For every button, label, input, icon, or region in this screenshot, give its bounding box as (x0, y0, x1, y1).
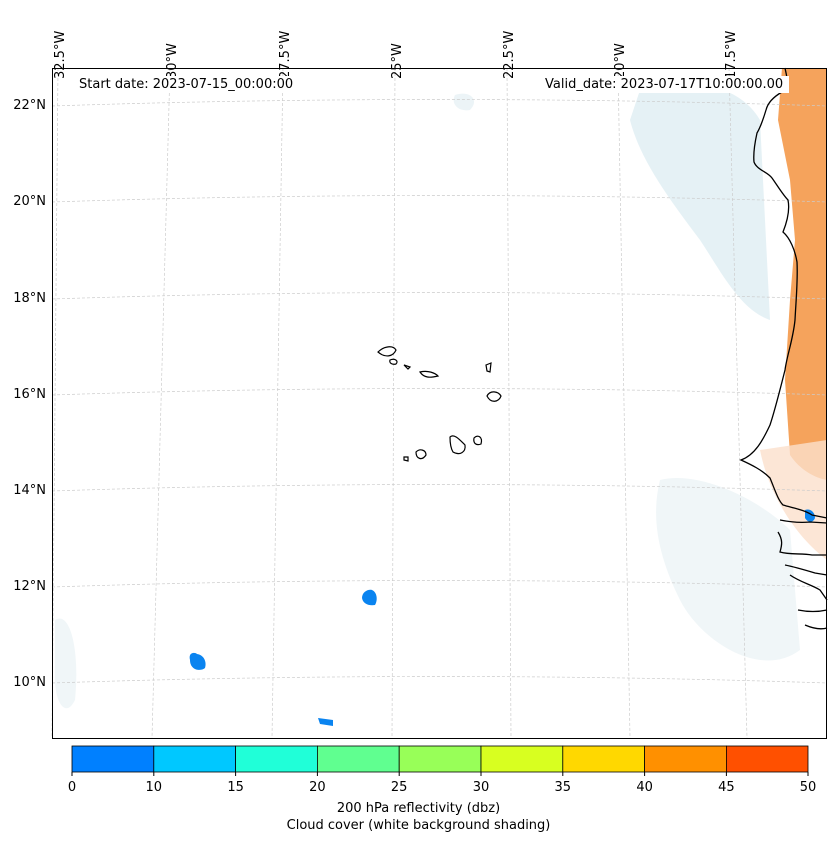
colorbar-tick-30: 30 (472, 780, 490, 795)
lon-label-25w: 25°W (390, 43, 405, 79)
colorbar-segment-1 (153, 745, 237, 773)
colorbar-ticks (71, 772, 809, 776)
lon-label-27.5w: 27.5°W (278, 30, 293, 79)
map-frame (52, 68, 827, 739)
colorbar-tick-10: 10 (145, 780, 163, 795)
lon-label-22.5w: 22.5°W (502, 30, 517, 79)
colorbar-segment-8 (726, 745, 809, 773)
cape-verde-islands (377, 346, 502, 462)
colorbar-tick-50: 50 (799, 780, 817, 795)
coastline (739, 67, 828, 630)
colorbar-tick-20: 20 (309, 780, 326, 795)
colorbar-sublabel: Cloud cover (white background shading) (286, 818, 551, 833)
lat-label-14n: 14°N (13, 483, 46, 498)
colorbar-segment-7 (644, 745, 727, 773)
reflectivity-high-band (778, 68, 827, 480)
colorbar-label: 200 hPa reflectivity (dbz) (336, 801, 501, 816)
lon-label-20w: 20°W (613, 43, 628, 79)
lat-label-18n: 18°N (13, 291, 46, 306)
lon-label-32.5w: 32.5°W (53, 30, 68, 79)
lat-label-10n: 10°N (13, 675, 46, 690)
lon-label-17.5w: 17.5°W (724, 30, 739, 79)
lat-label-12n: 12°N (13, 579, 46, 594)
lat-label-20n: 20°N (13, 194, 46, 209)
colorbar-tick-35: 35 (554, 780, 572, 795)
colorbar-segment-6 (562, 745, 645, 773)
reflectivity-cells (189, 509, 815, 726)
colorbar-segment-3 (316, 745, 400, 773)
colorbar-segment-5 (480, 745, 564, 773)
valid-date-label: Valid_date: 2023-07-17T10:00:00.00 (539, 76, 790, 93)
colorbar-segment-4 (398, 745, 482, 773)
colorbar-tick-40: 40 (636, 780, 653, 795)
gridlines (51, 67, 828, 739)
colorbar-tick-45: 45 (718, 780, 735, 795)
colorbar (71, 745, 809, 773)
colorbar-tick-25: 25 (390, 780, 408, 795)
reflectivity-fade-band (760, 440, 827, 560)
lat-label-16n: 16°N (13, 387, 46, 402)
colorbar-tick-0: 0 (67, 780, 77, 795)
colorbar-tick-15: 15 (227, 780, 244, 795)
lat-label-22n: 22°N (13, 98, 46, 113)
colorbar-segment-2 (235, 745, 318, 773)
cloud-cover-shading (55, 83, 800, 709)
lon-label-30w: 30°W (165, 43, 180, 79)
colorbar-segment-0 (71, 745, 155, 773)
start-date-label: Start date: 2023-07-15_00:00:00 (73, 76, 300, 93)
